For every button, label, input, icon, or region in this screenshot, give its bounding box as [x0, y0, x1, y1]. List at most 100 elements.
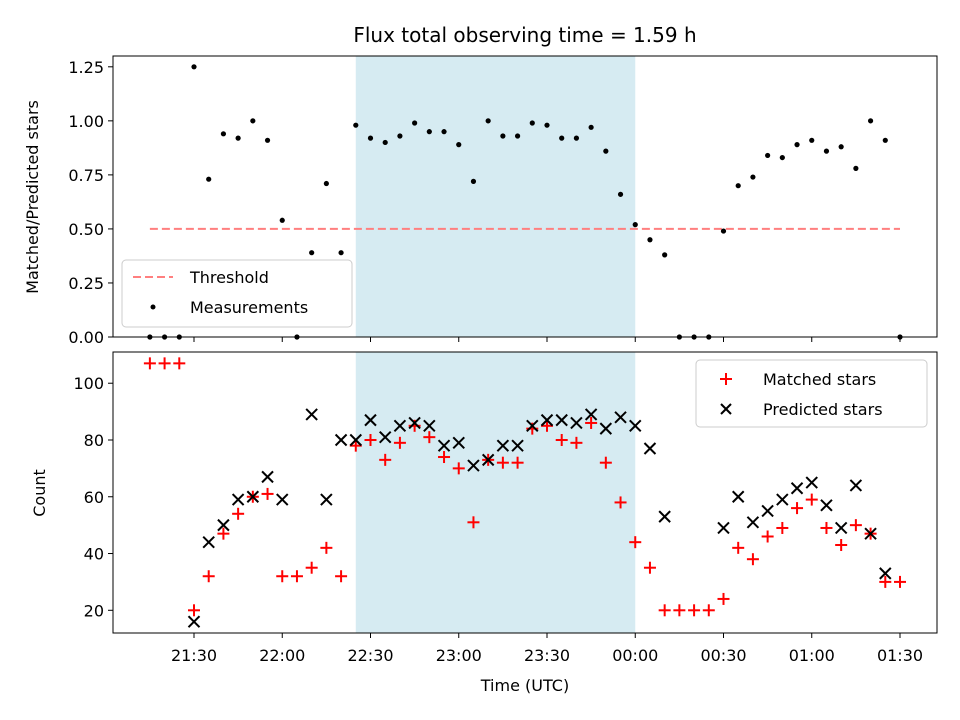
- matched-star-point: [541, 419, 553, 432]
- predicted-star-point: [217, 518, 230, 532]
- predicted-star-point: [481, 453, 495, 467]
- predicted-star-point: [349, 433, 362, 447]
- measurement-point: [220, 131, 227, 137]
- matched-star-point: [290, 570, 303, 583]
- predicted-star-point: [805, 476, 818, 489]
- measurement-point: [456, 142, 462, 148]
- matched-star-point: [143, 357, 156, 370]
- top-y-tick-label: 0.25: [68, 274, 104, 293]
- x-axis-label: Time (UTC): [480, 676, 569, 695]
- measurements-legend-swatch: [150, 304, 156, 310]
- predicted-star-point: [614, 411, 627, 424]
- bottom-x-ticks: 21:30 22:00 22:30 23:00 23:30 00:00 00:30 01:00…: [171, 633, 923, 665]
- top-y-tick-label: 0.75: [68, 166, 104, 185]
- top-y-tick-label: 1.25: [68, 58, 104, 77]
- measurement-point: [720, 228, 727, 234]
- measurement-point: [662, 252, 668, 258]
- bottom-y-tick-label: 100: [73, 374, 104, 393]
- measurement-point: [323, 180, 329, 187]
- predicted-star-point: [393, 419, 407, 433]
- predicted-star-point: [540, 413, 554, 427]
- matched-star-point: [570, 436, 583, 449]
- predicted-legend-swatch: [720, 403, 732, 415]
- top-legend-box: [121, 259, 353, 328]
- predicted-star-point: [496, 439, 510, 452]
- matched-star-point: [511, 456, 524, 469]
- predicted-star-point: [776, 493, 789, 506]
- measurement-point: [353, 122, 359, 128]
- measurement-points: [147, 64, 903, 340]
- threshold-legend-label: Threshold: [189, 268, 269, 287]
- predicted-star-point: [820, 499, 833, 512]
- bottom-observing-interval: [355, 352, 636, 633]
- matched-star-point: [717, 592, 730, 605]
- measurement-point: [279, 217, 285, 223]
- x-tick-label: 23:00: [436, 646, 482, 665]
- measurement-point: [206, 176, 212, 182]
- bottom-panel: 20 40 60 80 100 21:30 22:00 22:30 23:00 23:30 00:…: [30, 351, 938, 695]
- chart-title: Flux total observing time = 1.59 h: [353, 23, 696, 47]
- measurement-point: [250, 118, 256, 124]
- predicted-star-point: [246, 490, 260, 503]
- measurement-point: [647, 237, 653, 243]
- predicted-star-point: [834, 521, 848, 535]
- measurement-point: [441, 129, 447, 135]
- predicted-star-point: [276, 493, 289, 506]
- measurement-point: [235, 135, 241, 141]
- measurement-point: [794, 142, 800, 148]
- x-tick-label: 00:00: [612, 646, 658, 665]
- measurement-point: [500, 133, 506, 139]
- matched-star-point: [349, 439, 362, 452]
- bottom-y-tick-label: 20: [84, 601, 104, 620]
- measurement-point: [750, 174, 756, 180]
- predicted-star-point: [320, 493, 333, 506]
- top-y-axis-label: Matched/Predicted stars: [23, 100, 42, 294]
- predicted-star-point: [629, 419, 642, 433]
- predicted-star-point: [732, 490, 745, 503]
- matched-star-point: [217, 527, 230, 540]
- predicted-star-point: [187, 615, 201, 628]
- matched-star-point: [305, 561, 318, 574]
- predicted-star-point: [879, 567, 892, 580]
- predicted-star-point: [599, 422, 613, 435]
- predicted-star-point: [849, 479, 863, 492]
- predicted-star-point: [790, 482, 804, 495]
- x-tick-label: 00:30: [700, 646, 746, 665]
- x-tick-label: 01:30: [877, 646, 923, 665]
- top-legend: Threshold Measurements: [121, 259, 353, 328]
- predicted-star-point: [643, 442, 657, 455]
- matched-star-point: [555, 433, 568, 446]
- matched-star-point: [202, 570, 215, 583]
- predicted-stars-points: [187, 408, 892, 628]
- matched-star-point: [629, 536, 642, 549]
- measurement-point: [191, 64, 197, 70]
- predicted-star-point: [423, 419, 436, 433]
- bottom-plot-frame: [112, 351, 938, 634]
- measurement-point: [617, 191, 624, 197]
- matched-star-point: [188, 604, 200, 617]
- measurement-point: [382, 139, 388, 146]
- top-plot-frame: [112, 55, 938, 338]
- matched-star-point: [496, 456, 509, 469]
- predicted-star-point: [761, 504, 774, 518]
- measurement-point: [559, 135, 565, 141]
- predicted-star-point: [364, 413, 377, 427]
- predicted-star-point: [467, 459, 480, 472]
- measurement-point: [838, 144, 844, 150]
- measurement-point: [588, 124, 594, 130]
- matched-star-point: [393, 436, 406, 449]
- bottom-y-tick-label: 40: [84, 545, 104, 564]
- matched-star-point: [702, 604, 715, 617]
- matched-star-point: [688, 604, 701, 617]
- matched-legend-swatch: [720, 373, 732, 385]
- bottom-legend: Matched stars Predicted stars: [695, 359, 928, 428]
- top-x-ticks: [193, 337, 901, 342]
- matched-stars-points: [143, 357, 906, 617]
- matched-star-point: [614, 496, 627, 509]
- predicted-star-point: [584, 408, 598, 421]
- matched-star-point: [452, 462, 465, 475]
- measurement-point: [867, 118, 874, 124]
- matched-star-point: [658, 604, 671, 617]
- top-y-tick-label: 0.00: [68, 328, 104, 347]
